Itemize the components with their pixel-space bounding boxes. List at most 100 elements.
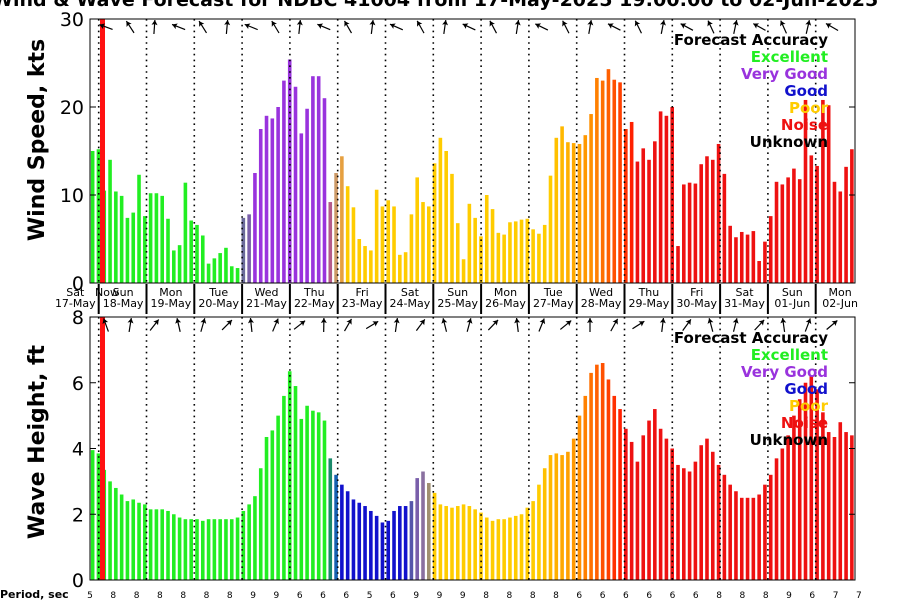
arrow-head: [151, 20, 158, 26]
direction-arrow: [320, 317, 327, 333]
day-date: 28-May: [581, 297, 622, 310]
arrow-head: [271, 20, 277, 27]
arrow-head: [680, 23, 687, 29]
period-value: 9: [437, 591, 443, 600]
bar: [768, 216, 773, 283]
day-weekday: Sat: [401, 286, 420, 299]
bar: [409, 214, 414, 283]
now-label: Now: [95, 286, 119, 299]
arrow-head: [99, 23, 106, 30]
y-tick-label: 0: [72, 570, 84, 592]
day-date: 18-May: [103, 297, 144, 310]
arrow-head: [462, 23, 469, 29]
direction-arrow: [99, 23, 113, 30]
arrow-head: [369, 20, 376, 26]
period-row: 5 8 8 8 8 8 8 9 9 6 6 6 5 6 9 9 9 8 8 8 8 6 6 6 6 6 6 8 8 8 9 6 7 7: [87, 591, 862, 600]
legend-item: Unknown: [750, 431, 828, 449]
bar: [682, 184, 686, 283]
legend-item: Noise: [781, 414, 828, 432]
direction-arrow: [127, 317, 134, 333]
arrow-head: [346, 318, 352, 325]
bar: [351, 207, 356, 283]
direction-arrow: [272, 318, 279, 332]
bar: [809, 376, 814, 580]
y-tick-label: 30: [60, 9, 84, 31]
arrow-head: [707, 318, 714, 324]
bar: [299, 418, 304, 580]
bar: [224, 247, 228, 283]
arrow-head: [417, 20, 423, 27]
bar: [114, 191, 118, 283]
arrow-head: [492, 319, 499, 326]
legend-item: Noise: [781, 116, 828, 134]
bar: [200, 235, 205, 283]
bar: [751, 497, 756, 580]
arrow-head: [607, 23, 614, 29]
bar: [293, 86, 298, 283]
bar: [786, 177, 790, 283]
direction-arrow: [271, 20, 280, 34]
bar: [774, 181, 779, 283]
bar: [143, 216, 147, 283]
direction-arrow: [221, 319, 233, 331]
direction-arrow: [393, 317, 400, 333]
bar: [502, 234, 506, 283]
bar: [276, 415, 280, 581]
day-weekday: Thu: [638, 286, 660, 299]
bar: [710, 451, 715, 580]
day-weekday: Wed: [589, 286, 613, 299]
bar: [125, 217, 130, 283]
direction-arrow: [805, 20, 812, 34]
day-date: 30-May: [676, 297, 717, 310]
bar: [554, 137, 559, 283]
direction-arrow: [732, 20, 739, 34]
bar: [774, 458, 779, 580]
bar: [241, 510, 246, 580]
day-weekday: Tue: [208, 286, 228, 299]
bar: [282, 80, 286, 283]
period-value: 8: [227, 591, 233, 600]
period-value: 6: [320, 591, 326, 600]
bar: [461, 259, 466, 283]
period-value: 6: [600, 591, 606, 600]
bar: [571, 143, 576, 283]
arrow-head: [707, 20, 713, 27]
bar: [363, 246, 367, 283]
bar: [496, 519, 501, 580]
bar: [328, 458, 333, 580]
bar: [455, 223, 460, 283]
bar: [235, 517, 240, 580]
direction-arrow: [780, 20, 787, 34]
arrow-head: [659, 318, 666, 324]
bar: [386, 200, 391, 283]
bar: [734, 237, 738, 283]
bar: [676, 464, 680, 580]
bar: [125, 501, 130, 580]
arrow-head: [587, 318, 593, 323]
period-value: 5: [87, 591, 93, 600]
bar: [137, 174, 141, 283]
period-value: 8: [530, 591, 536, 600]
chart-title: Wind & Wave Forecast for NDBC 41004 from…: [0, 0, 878, 11]
day-date: 01-Jun: [774, 297, 810, 310]
arrow-head: [244, 23, 251, 30]
bar: [803, 382, 808, 580]
bar: [548, 455, 553, 580]
direction-arrow: [514, 317, 521, 333]
direction-arrow: [752, 23, 766, 31]
bar: [438, 137, 443, 283]
bar: [316, 412, 321, 580]
bar: [809, 155, 814, 283]
bar: [392, 510, 396, 580]
bar: [531, 501, 535, 580]
bar: [154, 193, 159, 283]
bar: [705, 156, 709, 283]
direction-arrow: [466, 318, 473, 332]
bar: [282, 395, 286, 580]
bar: [96, 149, 101, 283]
direction-arrow: [538, 318, 546, 332]
y-tick-label: 20: [60, 97, 84, 119]
arrow-head: [612, 318, 618, 325]
